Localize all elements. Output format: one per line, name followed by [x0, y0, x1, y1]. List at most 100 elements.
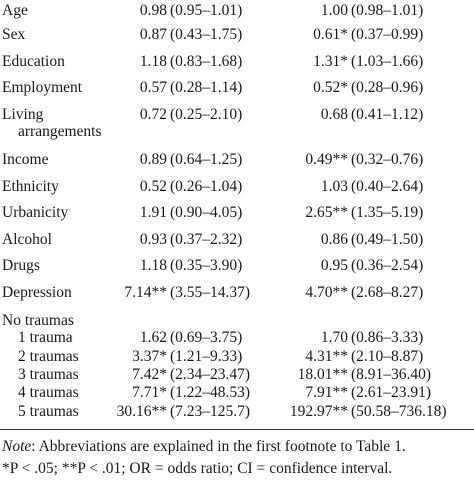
row-label: Sex: [2, 26, 26, 43]
odds-ratio-1: 7.42*: [132, 366, 167, 383]
row-label: 2 traumas: [18, 348, 79, 365]
odds-ratio-2: 4.70**: [305, 284, 348, 301]
odds-ratio-2: 7.91**: [305, 384, 348, 401]
table-row-alcohol: Alcohol 0.93 (0.37–2.32) 0.86 (0.49–1.50…: [0, 229, 474, 251]
odds-ratio-1: 0.57: [139, 79, 167, 96]
odds-ratio-2: 0.68: [320, 106, 348, 123]
odds-ratio-1: 3.37*: [132, 348, 167, 365]
odds-ratio-1: 1.18: [139, 53, 167, 70]
confidence-interval-1: (0.90–4.05): [170, 204, 243, 221]
row-label-continuation: arrangements: [18, 123, 102, 140]
confidence-interval-2: (0.98–1.01): [351, 2, 424, 19]
table-footnote-continuation: *P < .05; **P < .01; OR = odds ratio; CI…: [2, 460, 393, 477]
confidence-interval-2: (1.03–1.66): [351, 53, 424, 70]
table-row-2-traumas: 2 traumas 3.37* (1.21–9.33) 4.31** (2.10…: [0, 346, 474, 368]
odds-ratio-1: 30.16**: [116, 403, 167, 420]
odds-ratio-2: 1.03: [320, 178, 348, 195]
odds-ratio-1: 0.93: [139, 231, 167, 248]
confidence-interval-2: (2.61–23.91): [351, 384, 432, 401]
confidence-interval-1: (0.95–1.01): [170, 2, 243, 19]
row-label: 1 trauma: [18, 329, 73, 346]
odds-ratio-1: 0.89: [139, 151, 167, 168]
confidence-interval-1: (0.43–1.75): [170, 26, 243, 43]
table-row-employment: Employment 0.57 (0.28–1.14) 0.52* (0.28–…: [0, 77, 474, 99]
confidence-interval-1: (1.22–48.53): [170, 384, 251, 401]
confidence-interval-1: (0.37–2.32): [170, 231, 243, 248]
table-row-income: Income 0.89 (0.64–1.25) 0.49** (0.32–0.7…: [0, 149, 474, 171]
confidence-interval-1: (0.28–1.14): [170, 79, 243, 96]
row-label: Income: [2, 151, 49, 168]
row-label: 4 traumas: [18, 384, 79, 401]
confidence-interval-1: (2.34–23.47): [170, 366, 251, 383]
note-text: : Abbreviations are explained in the fir…: [31, 438, 406, 455]
confidence-interval-2: (0.32–0.76): [351, 151, 424, 168]
confidence-interval-2: (0.86–3.33): [351, 329, 424, 346]
table-footnote: Note: Abbreviations are explained in the…: [2, 436, 406, 458]
confidence-interval-2: (2.68–8.27): [351, 284, 424, 301]
table-row-living-arrangements: Living 0.72 (0.25–2.10) 0.68 (0.41–1.12): [0, 104, 474, 126]
table-row-1-trauma: 1 trauma 1.62 (0.69–3.75) 1.70 (0.86–3.3…: [0, 327, 474, 349]
confidence-interval-2: (0.28–0.96): [351, 79, 424, 96]
confidence-interval-1: (1.21–9.33): [170, 348, 243, 365]
confidence-interval-1: (7.23–125.7): [170, 403, 251, 420]
row-label: Urbanicity: [2, 204, 69, 221]
odds-ratio-2: 18.01**: [297, 366, 348, 383]
odds-ratio-1: 0.52: [139, 178, 167, 195]
confidence-interval-2: (0.37–0.99): [351, 26, 424, 43]
row-label: Age: [2, 2, 28, 19]
odds-ratio-2: 192.97**: [289, 403, 348, 420]
row-label: Alcohol: [2, 231, 52, 248]
odds-ratio-2: 0.52*: [313, 79, 348, 96]
odds-ratio-2: 1.00: [320, 2, 348, 19]
row-label: Drugs: [2, 257, 40, 274]
table-row-ethnicity: Ethnicity 0.52 (0.26–1.04) 1.03 (0.40–2.…: [0, 176, 474, 198]
odds-ratio-2: 0.86: [320, 231, 348, 248]
table-row-education: Education 1.18 (0.83–1.68) 1.31* (1.03–1…: [0, 51, 474, 73]
odds-ratio-2: 0.49**: [305, 151, 348, 168]
odds-ratio-1: 1.18: [139, 257, 167, 274]
confidence-interval-1: (0.69–3.75): [170, 329, 243, 346]
odds-ratio-2: 4.31**: [305, 348, 348, 365]
confidence-interval-1: (0.64–1.25): [170, 151, 243, 168]
row-label: No traumas: [2, 312, 74, 329]
row-label: Living: [2, 106, 44, 123]
row-label: 5 traumas: [18, 403, 79, 420]
table-row-drugs: Drugs 1.18 (0.35–3.90) 0.95 (0.36–2.54): [0, 255, 474, 277]
confidence-interval-1: (0.35–3.90): [170, 257, 243, 274]
row-label: Employment: [2, 79, 83, 96]
table-row-age: Age 0.98 (0.95–1.01) 1.00 (0.98–1.01): [0, 0, 474, 22]
confidence-interval-2: (8.91–36.40): [351, 366, 432, 383]
table-row-4-traumas: 4 traumas 7.71* (1.22–48.53) 7.91** (2.6…: [0, 382, 474, 404]
confidence-interval-2: (0.49–1.50): [351, 231, 424, 248]
odds-ratio-1: 1.91: [139, 204, 167, 221]
confidence-interval-1: (3.55–14.37): [170, 284, 251, 301]
odds-ratio-2: 1.31*: [313, 53, 348, 70]
table-row-sex: Sex 0.87 (0.43–1.75) 0.61* (0.37–0.99): [0, 24, 474, 46]
confidence-interval-1: (0.83–1.68): [170, 53, 243, 70]
confidence-interval-2: (0.40–2.64): [351, 178, 424, 195]
table-row-urbanicity: Urbanicity 1.91 (0.90–4.05) 2.65** (1.35…: [0, 202, 474, 224]
note-label: Note: [2, 438, 32, 455]
table-row-living-arrangements-cont: arrangements: [0, 121, 474, 143]
row-label: Depression: [2, 284, 72, 301]
row-label: Ethnicity: [2, 178, 59, 195]
odds-ratio-1: 0.72: [139, 106, 167, 123]
odds-ratio-2: 1.70: [320, 329, 348, 346]
confidence-interval-2: (50.58–736.18): [351, 403, 447, 420]
odds-ratio-2: 2.65**: [305, 204, 348, 221]
row-label: 3 traumas: [18, 366, 79, 383]
odds-ratio-1: 7.14**: [124, 284, 167, 301]
table-bottom-rule: [0, 429, 474, 430]
confidence-interval-1: (0.26–1.04): [170, 178, 243, 195]
table-row-depression: Depression 7.14** (3.55–14.37) 4.70** (2…: [0, 282, 474, 304]
confidence-interval-2: (0.41–1.12): [351, 106, 424, 123]
odds-ratio-2: 0.61*: [313, 26, 348, 43]
confidence-interval-2: (2.10–8.87): [351, 348, 424, 365]
table-row-no-traumas: No traumas: [0, 310, 474, 332]
row-label: Education: [2, 53, 65, 70]
odds-ratio-1: 0.98: [139, 2, 167, 19]
confidence-interval-2: (0.36–2.54): [351, 257, 424, 274]
table-row-3-traumas: 3 traumas 7.42* (2.34–23.47) 18.01** (8.…: [0, 364, 474, 386]
odds-ratio-1: 1.62: [139, 329, 167, 346]
table-row-5-traumas: 5 traumas 30.16** (7.23–125.7) 192.97** …: [0, 401, 474, 423]
